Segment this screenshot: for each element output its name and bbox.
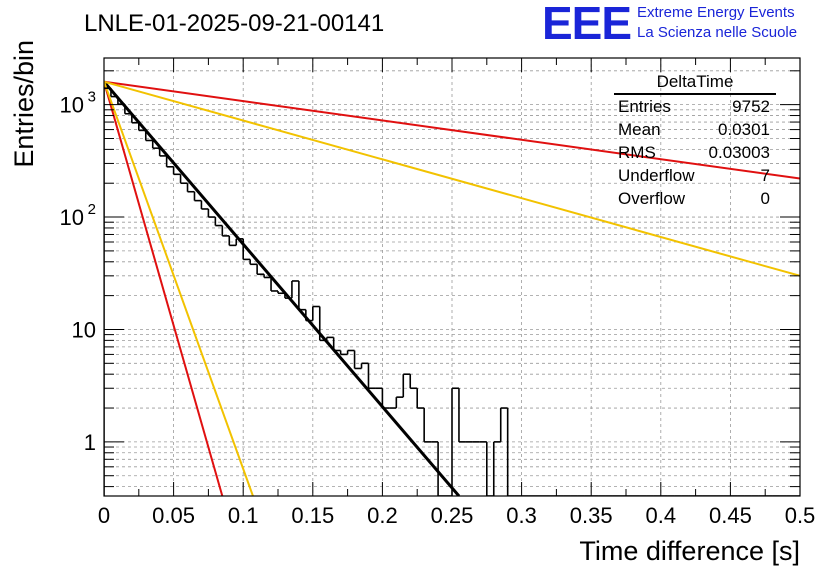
stats-value: 9752 (732, 97, 770, 116)
fit-line-upper-yellow (104, 80, 800, 277)
stats-row-overflow: Overflow 0 (610, 187, 780, 210)
stats-row-mean: Mean 0.0301 (610, 118, 780, 141)
x-tick-label: 0.45 (709, 503, 752, 528)
x-tick-label: 0.1 (228, 503, 259, 528)
stats-row-entries: Entries 9752 (610, 95, 780, 118)
stats-title: DeltaTime (614, 72, 776, 95)
x-tick-label: 0.05 (152, 503, 195, 528)
y-tick-label: 10 (60, 93, 84, 118)
stats-label: Underflow (618, 166, 695, 185)
x-tick-label: 0.4 (646, 503, 677, 528)
logo-line-1: Extreme Energy Events (637, 4, 795, 21)
x-tick-label: 0.2 (367, 503, 398, 528)
y-tick-exponent: 2 (88, 201, 96, 218)
fit-line-fit (104, 80, 461, 496)
x-tick-label: 0.35 (570, 503, 613, 528)
x-tick-label: 0.25 (431, 503, 474, 528)
stats-row-underflow: Underflow 7 (610, 164, 780, 187)
y-tick-label: 1 (84, 430, 96, 455)
logo-line-2: La Scienza nelle Scuole (637, 24, 798, 41)
y-tick-label: 10 (60, 205, 84, 230)
chart-title: LNLE-01-2025-09-21-00141 (84, 10, 385, 37)
x-tick-label: 0.3 (506, 503, 537, 528)
stats-value: 7 (760, 166, 770, 185)
y-axis-label: Entries/bin (9, 40, 39, 168)
stats-value: 0.03003 (708, 143, 770, 162)
fit-line-lower-red (104, 81, 224, 496)
x-tick-label: 0.5 (785, 503, 816, 528)
stats-value: 0.0301 (718, 120, 770, 139)
fit-line-upper-red (104, 80, 800, 180)
stats-label: RMS (618, 143, 656, 162)
stats-label: Entries (618, 97, 671, 116)
stats-value: 0 (760, 189, 770, 208)
x-tick-label: 0.15 (291, 503, 334, 528)
fit-lines-layer (104, 80, 800, 496)
ticks-layer: 0 0.05 0.1 0.15 0.2 0.25 0.3 0.35 0.4 0.45 0.5 1 10 1… (60, 58, 816, 528)
x-axis-label: Time difference [s] (579, 536, 800, 566)
y-tick-exponent: 3 (88, 89, 96, 106)
y-tick-label: 10 (72, 317, 96, 342)
eee-logo: EEE (542, 0, 632, 49)
x-tick-label: 0 (98, 503, 110, 528)
stats-label: Mean (618, 120, 661, 139)
stats-row-rms: RMS 0.03003 (610, 141, 780, 164)
fit-line-lower-yellow (104, 81, 254, 496)
stats-label: Overflow (618, 189, 686, 208)
stats-box: DeltaTime Entries 9752 Mean 0.0301 RMS 0… (610, 72, 780, 210)
